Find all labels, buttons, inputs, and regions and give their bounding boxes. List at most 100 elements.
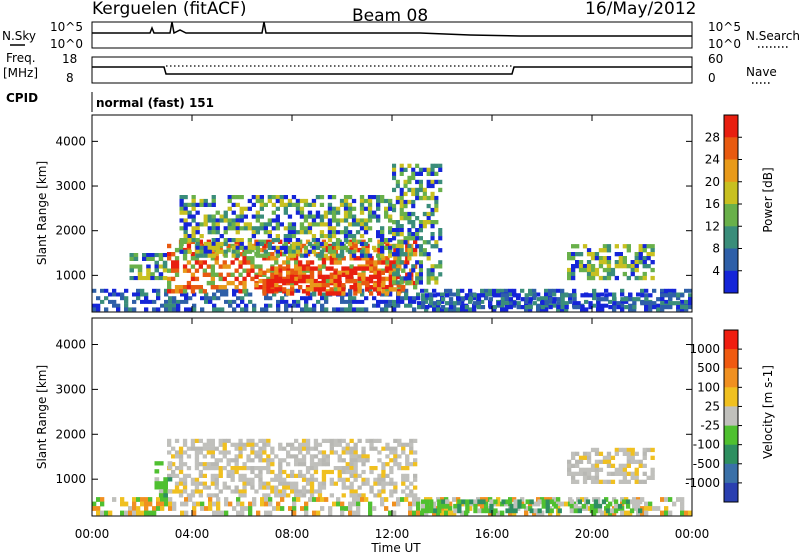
power-cell xyxy=(396,303,401,308)
power-cell xyxy=(190,252,196,257)
power-cell xyxy=(388,303,393,308)
power-cell xyxy=(600,292,605,297)
velocity-cell xyxy=(270,469,275,475)
velocity-cell xyxy=(190,442,196,447)
power-cell xyxy=(492,293,497,298)
power-cell xyxy=(341,272,346,277)
power-cell xyxy=(228,303,233,308)
velocity-cell xyxy=(112,497,117,502)
power-cell xyxy=(303,218,309,223)
power-cell xyxy=(430,236,435,241)
power-cell xyxy=(430,195,435,201)
velocity-cell xyxy=(389,446,394,451)
power-cell xyxy=(580,307,585,312)
velocity-cell xyxy=(582,455,588,460)
power-cell xyxy=(190,276,196,282)
power-cell xyxy=(448,307,453,312)
power-colorbar-swatch xyxy=(724,226,738,249)
nsky-tick-low: 10^0 xyxy=(50,37,83,51)
velocity-cell xyxy=(234,458,239,463)
power-cell xyxy=(381,276,386,282)
velocity-cell xyxy=(254,450,259,455)
velocity-cell xyxy=(167,473,172,478)
velocity-cell xyxy=(610,479,616,484)
velocity-cell xyxy=(194,462,200,467)
power-cell xyxy=(150,253,155,258)
power-cell xyxy=(448,288,453,293)
power-cell xyxy=(452,292,457,297)
power-cell xyxy=(317,274,322,280)
velocity-cell xyxy=(294,493,299,498)
power-cell xyxy=(255,195,260,200)
power-cell xyxy=(372,195,377,200)
power-cell xyxy=(345,247,350,253)
velocity-cell xyxy=(598,479,604,484)
power-cell xyxy=(203,253,208,258)
velocity-cell xyxy=(389,493,394,498)
power-cell xyxy=(426,216,431,221)
power-cell xyxy=(500,297,505,302)
power-cell xyxy=(268,303,273,308)
power-cell xyxy=(417,301,422,306)
power-cell xyxy=(528,299,533,304)
power-cell xyxy=(456,307,461,312)
power-cell xyxy=(399,240,404,245)
power-cell xyxy=(604,288,609,293)
velocity-cell xyxy=(571,463,576,468)
power-cell xyxy=(418,264,423,269)
power-cell xyxy=(540,301,545,306)
velocity-cell xyxy=(573,508,578,514)
velocity-cell xyxy=(218,466,223,471)
power-cell xyxy=(411,167,416,172)
velocity-cell xyxy=(108,510,113,516)
velocity-cell xyxy=(586,459,592,464)
power-cell xyxy=(287,202,293,207)
power-cell xyxy=(348,296,353,301)
power-cell xyxy=(227,206,232,211)
velocity-cell xyxy=(421,508,426,514)
power-cell xyxy=(329,256,334,261)
velocity-cell xyxy=(614,467,619,472)
power-cell xyxy=(606,256,612,261)
power-cell xyxy=(339,253,345,258)
power-cell xyxy=(684,288,689,293)
power-cell xyxy=(434,220,439,225)
velocity-cell xyxy=(361,458,366,463)
power-cell xyxy=(347,206,353,211)
power-cell xyxy=(207,218,212,223)
velocity-cell xyxy=(218,473,223,478)
velocity-cell xyxy=(246,458,251,463)
power-cell xyxy=(179,226,184,231)
power-cell xyxy=(172,303,177,308)
velocity-cell xyxy=(266,438,271,443)
power-cell xyxy=(304,296,309,301)
velocity-cell xyxy=(238,473,243,478)
power-cell xyxy=(395,244,400,249)
velocity-cell xyxy=(337,442,342,447)
velocity-cell xyxy=(282,489,287,494)
velocity-cell xyxy=(220,510,225,516)
nsearch-tick-low: 10^0 xyxy=(708,37,741,51)
power-cell xyxy=(664,288,669,293)
velocity-cell xyxy=(448,510,453,516)
velocity-cell xyxy=(393,454,398,459)
power-cell xyxy=(532,293,537,298)
velocity-cell xyxy=(413,450,418,455)
velocity-cell xyxy=(571,471,576,476)
velocity-cell xyxy=(178,489,184,494)
power-cell xyxy=(191,198,196,204)
power-cell xyxy=(604,297,609,302)
velocity-cell xyxy=(250,466,255,471)
power-cell xyxy=(384,266,389,271)
power-cell xyxy=(231,222,236,227)
power-cell xyxy=(650,260,655,265)
velocity-cell xyxy=(258,466,263,471)
power-cell xyxy=(186,280,192,286)
velocity-cell xyxy=(260,497,265,502)
velocity-cell xyxy=(401,477,406,482)
power-cell xyxy=(171,264,176,269)
velocity-cell xyxy=(596,497,601,502)
power-cell xyxy=(291,222,297,227)
velocity-cell xyxy=(160,506,165,511)
